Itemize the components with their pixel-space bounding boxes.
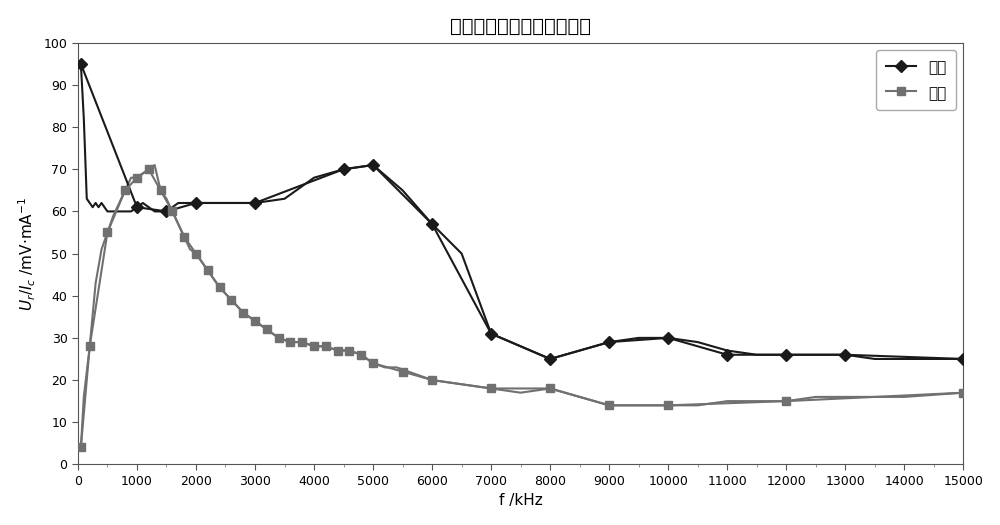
Line: 阻抗: 阻抗: [77, 60, 968, 363]
阻抗: [160, 208, 172, 215]
磁环: [101, 229, 113, 236]
阻抗: [721, 352, 733, 358]
磁环: [397, 369, 409, 375]
磁环: [332, 348, 344, 354]
磁环: [75, 444, 87, 450]
磁环: [84, 343, 96, 350]
阻抗: [839, 352, 851, 358]
磁环: [957, 390, 969, 396]
阻抗: [131, 204, 143, 211]
阻抗: [485, 331, 497, 337]
磁环: [225, 297, 237, 303]
磁环: [155, 187, 167, 194]
X-axis label: f /kHz: f /kHz: [499, 494, 543, 508]
磁环: [284, 339, 296, 345]
磁环: [273, 335, 285, 341]
磁环: [143, 166, 155, 172]
Title: 阻抗与磁环的频带响应对比: 阻抗与磁环的频带响应对比: [450, 17, 591, 36]
磁环: [308, 343, 320, 350]
阻抗: [957, 356, 969, 362]
磁环: [367, 360, 379, 366]
Y-axis label: $U_r/I_c$ /mV·mA$^{-1}$: $U_r/I_c$ /mV·mA$^{-1}$: [17, 196, 38, 311]
磁环: [662, 402, 674, 408]
磁环: [249, 318, 261, 324]
Line: 磁环: 磁环: [77, 165, 968, 452]
磁环: [214, 284, 226, 290]
阻抗: [338, 166, 350, 172]
磁环: [119, 187, 131, 194]
阻抗: [426, 221, 438, 227]
磁环: [343, 348, 355, 354]
磁环: [544, 385, 556, 392]
阻抗: [190, 200, 202, 206]
阻抗: [75, 61, 87, 67]
磁环: [780, 398, 792, 404]
磁环: [190, 250, 202, 257]
阻抗: [662, 335, 674, 341]
Legend: 阻抗, 磁环: 阻抗, 磁环: [876, 50, 956, 110]
阻抗: [603, 339, 615, 345]
磁环: [426, 377, 438, 383]
磁环: [355, 352, 367, 358]
磁环: [178, 234, 190, 240]
磁环: [296, 339, 308, 345]
磁环: [202, 267, 214, 274]
阻抗: [249, 200, 261, 206]
阻抗: [367, 162, 379, 168]
磁环: [603, 402, 615, 408]
磁环: [131, 174, 143, 181]
磁环: [485, 385, 497, 392]
磁环: [261, 327, 273, 333]
磁环: [320, 343, 332, 350]
磁环: [166, 208, 178, 215]
磁环: [237, 309, 249, 316]
阻抗: [544, 356, 556, 362]
阻抗: [780, 352, 792, 358]
